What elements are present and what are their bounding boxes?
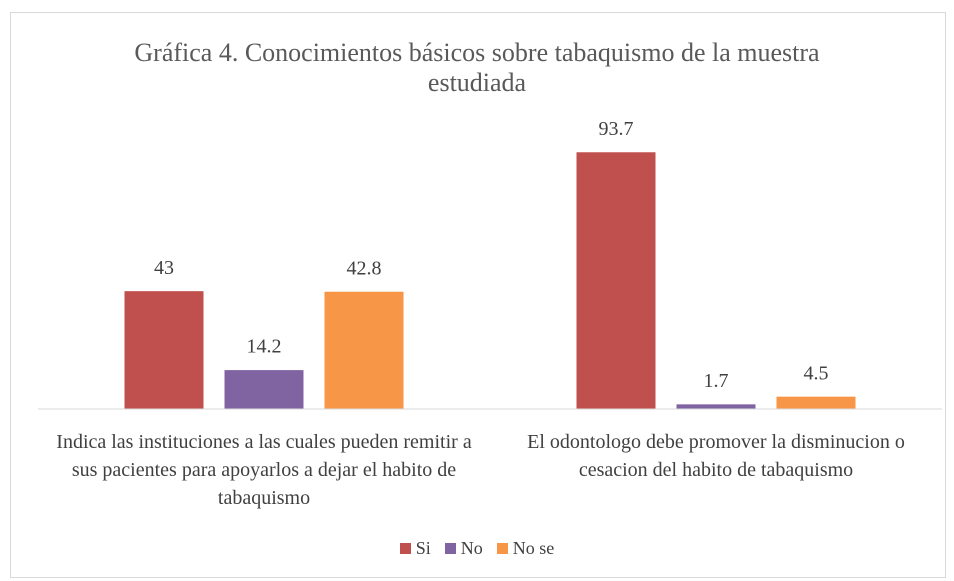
legend-item: No se — [496, 538, 555, 559]
bar — [224, 370, 304, 409]
legend-swatch — [444, 543, 456, 554]
legend-swatch — [496, 543, 508, 554]
legend-label: No — [460, 538, 483, 558]
legend-item: No — [444, 538, 483, 559]
legend-swatch — [399, 543, 411, 554]
legend-item: Si — [399, 538, 431, 559]
chart-title: Gráfica 4. Conocimientos básicos sobre t… — [134, 38, 820, 97]
x-tick-label: Indica las instituciones a las cuales pu… — [56, 431, 472, 509]
data-label: 1.7 — [704, 370, 729, 392]
data-label: 93.7 — [599, 118, 634, 140]
bar — [776, 396, 856, 409]
legend-label: No se — [512, 538, 555, 558]
data-label: 4.5 — [804, 362, 829, 384]
x-tick-label: El odontologo debe promover la disminuci… — [527, 431, 905, 481]
bar — [324, 291, 404, 409]
data-label: 43 — [154, 257, 174, 279]
bar — [576, 152, 656, 409]
data-label: 14.2 — [247, 336, 282, 358]
legend: Si No No se — [0, 538, 954, 559]
bar — [676, 404, 756, 409]
chart-border — [10, 12, 946, 578]
legend-label: Si — [415, 538, 431, 558]
data-label: 42.8 — [347, 257, 382, 279]
bar — [124, 291, 204, 409]
